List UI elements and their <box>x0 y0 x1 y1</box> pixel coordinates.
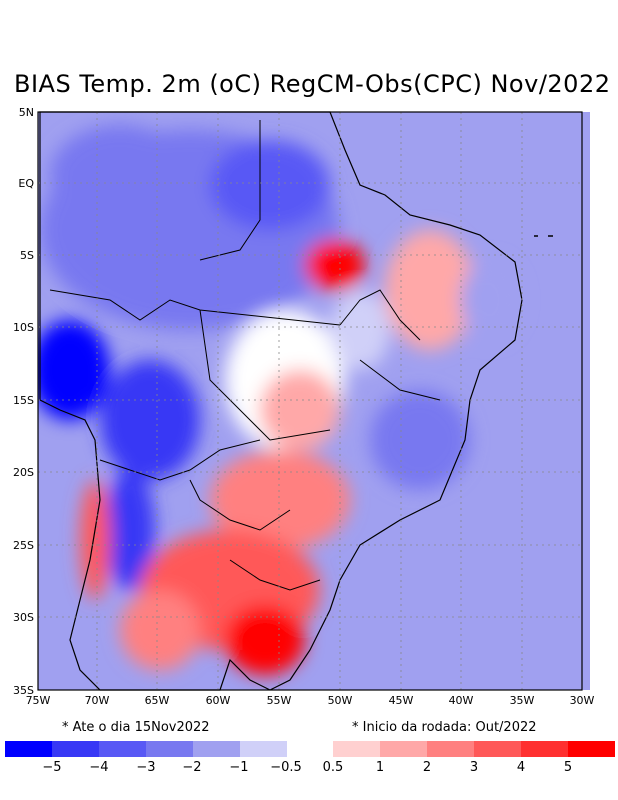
field-tocantins-neutral <box>330 290 390 370</box>
colorbar-label: −1 <box>229 760 249 775</box>
lat-label: 5S <box>20 249 34 262</box>
border-central <box>199 309 331 441</box>
colorbar-label: 3 <box>469 760 479 775</box>
coastline <box>39 111 523 691</box>
lon-label: 65W <box>145 694 170 707</box>
field-northeast-cool <box>460 260 520 340</box>
lat-label: 20S <box>13 466 34 479</box>
plot-frame <box>37 111 583 691</box>
lat-label: EQ <box>18 177 34 190</box>
graticule <box>38 112 582 690</box>
colorbar-swatch <box>5 741 52 757</box>
lon-label: 75W <box>26 694 51 707</box>
colorbar-swatch <box>145 741 193 757</box>
field-andes-cool <box>105 470 155 590</box>
map-title: BIAS Temp. 2m (oC) RegCM-Obs(CPC) Nov/20… <box>14 70 611 98</box>
colorbar-swatch <box>333 741 381 757</box>
colorbar-swatch <box>568 741 615 757</box>
field-peru-strong-cool <box>38 320 110 420</box>
border-northeast <box>339 289 421 341</box>
colorbar-swatch <box>286 741 334 757</box>
field-bolivia-cool <box>100 360 200 480</box>
lat-label: 15S <box>13 394 34 407</box>
colorbar-swatch <box>98 741 146 757</box>
colorbar-label: −3 <box>136 760 156 775</box>
field-minas-cool <box>370 390 470 490</box>
colorbar-swatch <box>192 741 240 757</box>
lon-label: 55W <box>267 694 292 707</box>
colorbar-label: −2 <box>182 760 202 775</box>
lon-label: 45W <box>389 694 414 707</box>
colorbar-label: 1 <box>375 760 385 775</box>
lon-label: 60W <box>206 694 231 707</box>
lat-label: 5N <box>19 106 34 119</box>
colorbar-label: 2 <box>422 760 432 775</box>
lat-label: 25S <box>13 539 34 552</box>
lon-label: 40W <box>449 694 474 707</box>
border-north <box>49 289 341 326</box>
note-end-date: * Ate o dia 15Nov2022 <box>62 720 210 735</box>
lat-label: 10S <box>13 321 34 334</box>
field-northern-cool <box>210 140 330 230</box>
field-central-warm <box>260 370 340 450</box>
colorbar-swatch <box>474 741 522 757</box>
lon-labels: 75W 70W 65W 60W 55W 50W 45W 40W 35W 30W <box>26 694 595 707</box>
colorbar-label: 0.5 <box>322 760 344 775</box>
colorbar-label: −5 <box>42 760 62 775</box>
colorbar-swatch <box>521 741 569 757</box>
bias-field <box>38 112 590 690</box>
lon-label: 30W <box>570 694 595 707</box>
field-argentina-warm <box>120 590 200 670</box>
lon-label: 50W <box>328 694 353 707</box>
colorbar-swatch <box>51 741 99 757</box>
colorbar-label: −0.5 <box>270 760 302 775</box>
border-south <box>229 559 321 591</box>
border-paraguay <box>189 479 291 531</box>
colorbar-label: −4 <box>89 760 109 775</box>
lat-label: 30S <box>13 611 34 624</box>
border-bolivia <box>99 439 261 481</box>
colorbar-swatch <box>427 741 475 757</box>
colorbar-label: 4 <box>516 760 526 775</box>
field-para-hotspot <box>305 240 365 290</box>
field-rs-hotspot <box>225 605 305 675</box>
field-northeast-warm <box>385 230 475 350</box>
colorbar <box>5 741 615 757</box>
field-northwest-cool <box>50 125 190 225</box>
lon-label: 35W <box>510 694 535 707</box>
colorbar-swatch <box>239 741 287 757</box>
colorbar-label: 5 <box>563 760 573 775</box>
colorbar-swatch <box>380 741 428 757</box>
lat-label: 35S <box>13 684 34 697</box>
note-run-start: * Inicio da rodada: Out/2022 <box>352 720 537 735</box>
lon-label: 70W <box>85 694 110 707</box>
lat-labels: 5N EQ 5S 10S 15S 20S 25S 30S 35S <box>13 106 34 697</box>
border-bahia <box>359 359 441 401</box>
